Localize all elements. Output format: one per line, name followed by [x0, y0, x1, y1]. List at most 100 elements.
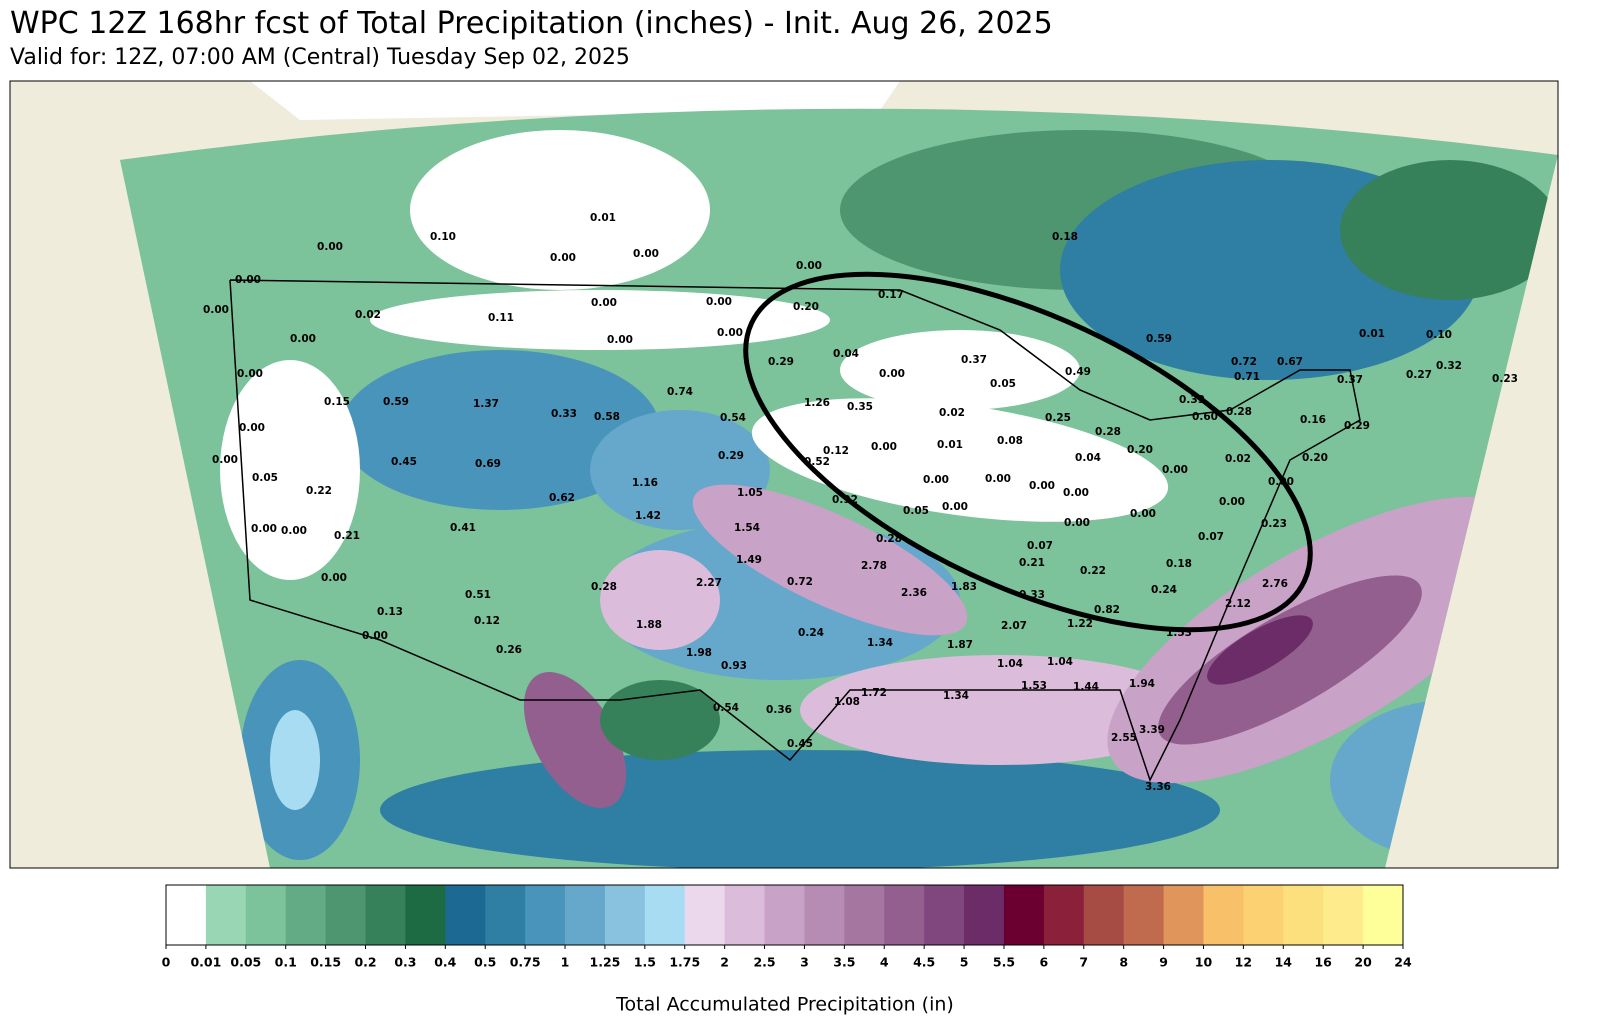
colorbar-label: Total Accumulated Precipitation (in) — [615, 994, 954, 1016]
colorbar-swatch — [964, 885, 1005, 945]
precip-label: 0.05 — [990, 378, 1016, 390]
precip-label: 0.00 — [203, 304, 229, 316]
map-area — [10, 81, 1558, 868]
colorbar-tick-label: 1.75 — [669, 955, 700, 970]
precip-area — [692, 484, 968, 636]
colorbar-swatch — [1003, 885, 1045, 945]
precip-label: 0.33 — [551, 408, 577, 420]
precip-label: 0.00 — [796, 260, 822, 272]
colorbar-tick-label: 0.15 — [310, 955, 341, 970]
precip-field — [120, 108, 1558, 868]
precip-label: 0.00 — [985, 473, 1011, 485]
precip-label: 0.20 — [1127, 444, 1153, 456]
colorbar-tick-label: 5.5 — [993, 955, 1015, 970]
precip-label: 1.04 — [997, 658, 1023, 670]
precip-label: 0.05 — [903, 505, 929, 517]
precip-label: 0.23 — [1261, 518, 1287, 530]
colorbar-swatch — [1283, 885, 1324, 945]
precip-label: 1.16 — [632, 477, 658, 489]
colorbar-tick-label: 3 — [800, 955, 809, 970]
precip-dry — [410, 130, 710, 290]
precip-label: 0.36 — [766, 704, 792, 716]
precip-label: 0.00 — [317, 241, 343, 253]
colorbar-swatch — [604, 885, 646, 945]
precip-label: 1.54 — [734, 522, 760, 534]
colorbar-swatch — [405, 885, 446, 945]
precip-area — [1340, 160, 1558, 300]
colorbar-swatch — [1243, 885, 1284, 945]
precip-label: 0.00 — [237, 368, 263, 380]
precip-label: 3.39 — [1139, 724, 1165, 736]
precip-label: 1.34 — [867, 637, 893, 649]
precip-label: 0.22 — [1080, 565, 1106, 577]
precip-label: 0.00 — [1063, 487, 1089, 499]
precip-label: 0.16 — [1300, 414, 1326, 426]
colorbar-tick-label: 1.5 — [634, 955, 656, 970]
precip-label: 0.29 — [718, 450, 744, 462]
precip-label: 0.00 — [239, 422, 265, 434]
precip-label: 1.26 — [804, 397, 830, 409]
precip-label: 1.53 — [1021, 680, 1047, 692]
colorbar-tick-label: 7 — [1079, 955, 1088, 970]
colorbar-swatch — [285, 885, 327, 945]
precip-label: 0.10 — [1426, 329, 1452, 341]
precip-label: 0.52 — [804, 456, 830, 468]
colorbar-swatch — [924, 885, 965, 945]
colorbar-swatch — [445, 885, 486, 945]
precip-label: 1.34 — [943, 690, 969, 702]
colorbar-tick-label: 0.2 — [354, 955, 376, 970]
precip-label: 1.98 — [686, 647, 712, 659]
precip-area — [523, 672, 627, 808]
precip-label: 0.24 — [798, 627, 824, 639]
precip-label: 2.78 — [861, 560, 887, 572]
precip-label: 0.00 — [1029, 480, 1055, 492]
precip-area — [340, 350, 660, 510]
precip-dry — [370, 290, 830, 350]
colorbar-swatch — [325, 885, 367, 945]
precip-label: 0.93 — [721, 660, 747, 672]
precip-label: 1.87 — [947, 639, 973, 651]
precip-label: 0.00 — [1268, 476, 1294, 488]
precip-label: 0.32 — [1436, 360, 1462, 372]
precip-label: 0.59 — [1146, 333, 1172, 345]
precip-label: 1.49 — [736, 554, 762, 566]
precip-label: 2.07 — [1001, 620, 1027, 632]
colorbar-tick-label: 0.5 — [474, 955, 496, 970]
precip-label: 0.00 — [871, 441, 897, 453]
colorbar-swatch — [844, 885, 885, 945]
precip-label: 0.28 — [1095, 426, 1121, 438]
colorbar-frame — [165, 884, 1404, 946]
precip-label: 1.42 — [635, 510, 661, 522]
precip-label: 2.36 — [901, 587, 927, 599]
colorbar-swatch — [166, 885, 207, 945]
precip-label: 0.23 — [1492, 373, 1518, 385]
precip-label: 0.01 — [937, 439, 963, 451]
precip-label: 2.55 — [1111, 732, 1137, 744]
precip-label: 0.13 — [377, 606, 403, 618]
title: WPC 12Z 168hr fcst of Total Precipitatio… — [10, 6, 1053, 41]
precip-label: 0.00 — [717, 327, 743, 339]
subtitle: Valid for: 12Z, 07:00 AM (Central) Tuesd… — [10, 45, 630, 70]
precip-label: 0.28 — [1226, 406, 1252, 418]
colorbar-swatch — [804, 885, 845, 945]
precip-label: 0.29 — [768, 356, 794, 368]
precip-label: 0.27 — [1406, 369, 1432, 381]
precip-label: 0.72 — [787, 576, 813, 588]
colorbar-swatch — [1203, 885, 1244, 945]
precip-label: 1.08 — [834, 696, 860, 708]
colorbar-swatch — [684, 885, 726, 945]
precip-label: 1.83 — [951, 581, 977, 593]
precip-label: 0.00 — [550, 252, 576, 264]
precip-dry — [751, 398, 1169, 522]
colorbar-tick-label: 0 — [162, 955, 171, 970]
precip-label: 0.00 — [706, 296, 732, 308]
precip-label: 0.11 — [488, 312, 514, 324]
precip-label: 0.00 — [235, 274, 261, 286]
precip-label: 0.25 — [1045, 412, 1071, 424]
precip-label: 0.00 — [1162, 464, 1188, 476]
precip-label: 0.28 — [876, 533, 902, 545]
precip-label: 0.21 — [1019, 557, 1045, 569]
precip-label: 0.01 — [590, 212, 616, 224]
precip-label: 0.69 — [475, 458, 501, 470]
